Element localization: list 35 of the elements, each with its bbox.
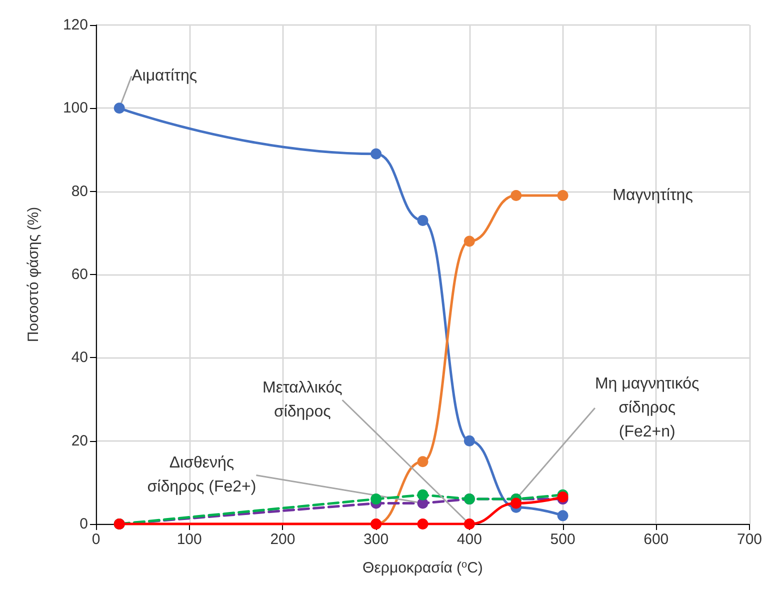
point xyxy=(114,102,125,114)
y-tick-label: 80 xyxy=(71,182,88,200)
point xyxy=(370,148,382,160)
series-label: Αιματίτης xyxy=(132,68,198,85)
text: Μαγνητίτης xyxy=(612,186,694,204)
point xyxy=(417,456,428,468)
text: Μη μαγνητικός σίδηρος (Fe2+n) xyxy=(594,376,700,441)
point xyxy=(510,498,522,509)
x-tick-label: 600 xyxy=(644,531,669,548)
x-tick-label: 400 xyxy=(456,531,482,548)
x-tick-label: 100 xyxy=(176,531,202,548)
point xyxy=(370,494,382,505)
point xyxy=(417,518,428,530)
point xyxy=(464,518,475,530)
x-tick-label: 500 xyxy=(550,531,576,548)
point xyxy=(510,190,522,201)
x-tick-label: 200 xyxy=(270,531,296,548)
y-tick-label: 0 xyxy=(80,516,88,532)
x-tick-label: 300 xyxy=(364,531,389,548)
x-tick-label: 700 xyxy=(736,531,762,548)
y-tick-label: 120 xyxy=(62,16,88,34)
x-tick-label: 0 xyxy=(92,531,100,548)
point xyxy=(464,236,475,247)
point xyxy=(557,510,568,522)
y-axis-title: Ποσοστό φάσης (%) xyxy=(25,206,42,342)
text: Μεταλλικός σίδηρος xyxy=(262,380,343,420)
y-tick-label: 20 xyxy=(71,432,88,450)
series-label: Δισθενής σίδηρος (Fe2+) xyxy=(147,454,256,496)
point xyxy=(417,489,428,500)
point xyxy=(464,435,475,446)
y-tick-label: 40 xyxy=(71,349,88,366)
y-tick-label: 60 xyxy=(71,266,88,283)
point xyxy=(557,190,568,201)
point xyxy=(417,214,428,226)
y-tick-label: 100 xyxy=(62,100,88,117)
